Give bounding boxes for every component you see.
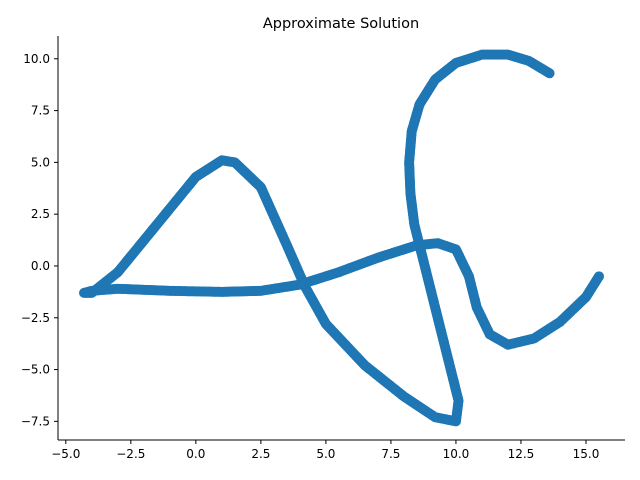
y-axis-ticks: −7.5 −5.0 −2.5 0.0 2.5 5.0 7.5 10.0 xyxy=(21,52,58,428)
y-tick-label: 2.5 xyxy=(31,207,50,221)
x-tick-label: −2.5 xyxy=(116,447,145,461)
chart-title: Approximate Solution xyxy=(263,16,419,32)
x-tick-label: 0.0 xyxy=(186,447,205,461)
y-tick-label: 0.0 xyxy=(31,259,50,273)
y-tick-label: −7.5 xyxy=(21,414,50,428)
data-point xyxy=(593,271,604,282)
x-tick-label: 10.0 xyxy=(443,447,470,461)
x-axis-ticks: −5.0 −2.5 0.0 2.5 5.0 7.5 10.0 12.5 15.0 xyxy=(51,440,599,461)
y-tick-label: −2.5 xyxy=(21,311,50,325)
y-tick-label: 5.0 xyxy=(31,155,50,169)
x-tick-label: 15.0 xyxy=(573,447,600,461)
y-tick-label: −5.0 xyxy=(21,363,50,377)
x-tick-label: 7.5 xyxy=(381,447,400,461)
y-tick-label: 10.0 xyxy=(23,52,50,66)
y-tick-label: 7.5 xyxy=(31,104,50,118)
x-tick-label: 12.5 xyxy=(508,447,535,461)
x-tick-label: 5.0 xyxy=(316,447,335,461)
x-tick-label: 2.5 xyxy=(251,447,270,461)
x-tick-label: −5.0 xyxy=(51,447,80,461)
data-points xyxy=(79,49,604,427)
